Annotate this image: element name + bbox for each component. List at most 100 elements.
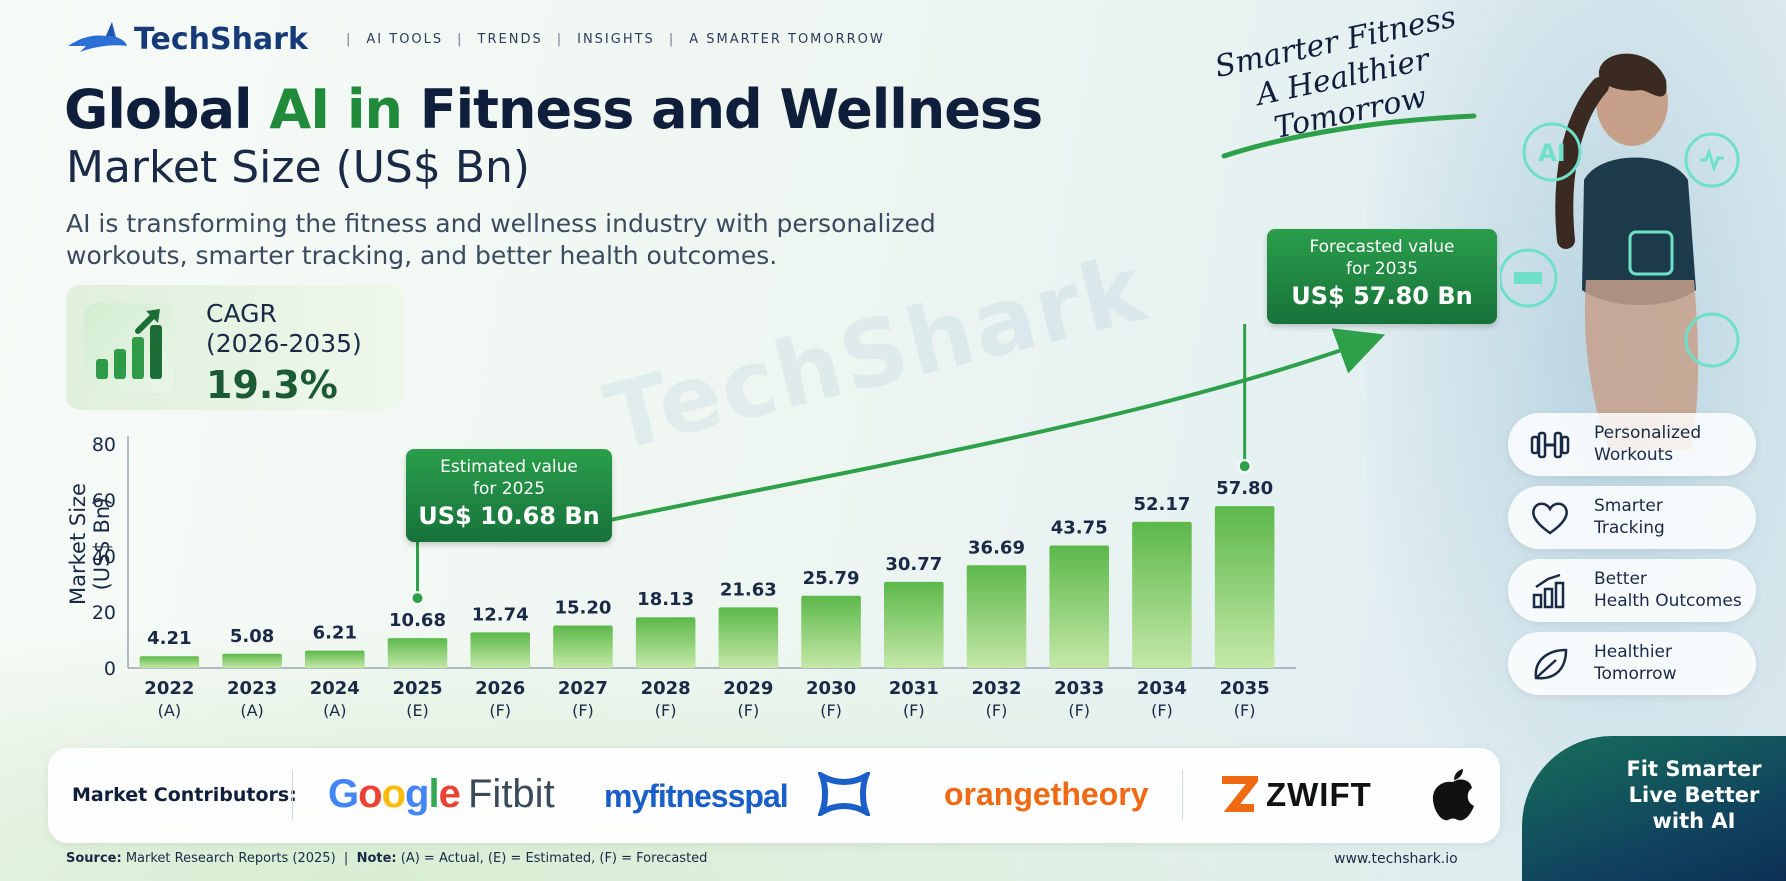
myfitnesspal-logo[interactable]: myfitnesspal [604, 778, 789, 814]
athlete-illustration: AI [1500, 53, 1740, 450]
x-tick-label: 2030 [806, 678, 856, 699]
nav-separator: | [457, 32, 464, 47]
cagr-value: 19.3% [206, 363, 338, 407]
source-label: Source: [66, 851, 122, 866]
fit-smarter-badge: Fit Smarter Live Better with AI [1522, 736, 1786, 881]
x-tick-note: (F) [1151, 701, 1173, 720]
bar-2034 [1132, 521, 1192, 668]
heart-icon [1532, 502, 1568, 535]
trend-arrow [609, 328, 1386, 522]
shark-logo-icon [68, 22, 127, 52]
chart-bars: 4.21 5.08 6.21 10.68 12.74 15.20 18.13 21.63 25.… [139, 324, 1275, 668]
x-tick-label: 2026 [475, 678, 525, 699]
cagr-label: CAGR [206, 299, 277, 328]
benefit-line2: Tomorrow [1594, 664, 1677, 684]
benefit-smarter-tracking: Smarter Tracking [1508, 486, 1756, 549]
x-tick-note: (F) [1068, 701, 1090, 720]
x-tick-label: 2029 [723, 678, 773, 699]
benefit-better-health-outcomes: Better Health Outcomes [1508, 559, 1756, 622]
benefit-healthier-tomorrow: Healthier Tomorrow [1508, 632, 1756, 695]
bar-2031 [884, 581, 944, 668]
nav-link-trends[interactable]: TRENDS [477, 32, 543, 47]
nav-separator: | [346, 32, 353, 47]
data-label: 25.79 [803, 568, 860, 589]
bar-2023 [222, 653, 282, 668]
bar-2035 [1214, 506, 1275, 668]
data-label: 18.13 [637, 589, 694, 610]
source-separator: | [339, 851, 357, 866]
x-tick-label: 2033 [1054, 678, 1104, 699]
bar-2029 [718, 607, 779, 668]
website-url[interactable]: www.techshark.io [1334, 851, 1458, 867]
title-accent: AI in [269, 78, 403, 141]
bar-2033 [1049, 545, 1109, 668]
x-tick-note: (A) [158, 701, 181, 720]
data-label: 21.63 [720, 579, 777, 600]
callout-value: US$ 57.80 Bn [1291, 282, 1473, 310]
badge-line3: with AI [1652, 809, 1736, 833]
nav-link-ai-tools[interactable]: AI TOOLS [366, 32, 444, 47]
contributors-label: Market Contributors: [72, 784, 297, 806]
zwift-logo[interactable]: ZWIFT [1266, 776, 1372, 813]
market-contributors-bar: Market Contributors: Google Fitbit myfit… [48, 748, 1500, 843]
bar-2022 [139, 656, 200, 668]
benefit-line1: Personalized [1594, 423, 1702, 443]
y-axis-title: Market Size (US$ Bn) [66, 483, 114, 605]
dumbbell-icon [1530, 431, 1570, 459]
data-label: 6.21 [313, 623, 357, 644]
benefit-line2: Health Outcomes [1594, 591, 1742, 611]
x-tick-note: (F) [655, 701, 677, 720]
growth-chart-icon [84, 303, 174, 393]
source-note: Source: Market Research Reports (2025) |… [66, 851, 707, 866]
x-tick-note: (F) [903, 701, 925, 720]
benefit-line2: Tracking [1594, 518, 1665, 538]
apple-logo[interactable] [1430, 768, 1476, 822]
nav-separator: | [556, 32, 564, 47]
callout-value: US$ 10.68 Bn [418, 502, 600, 530]
top-nav: | AI TOOLS | TRENDS | INSIGHTS | A SMART… [332, 32, 885, 47]
callout-dot [1237, 459, 1252, 474]
svg-text:AI: AI [1538, 139, 1566, 167]
forecasted-value-callout: Forecasted value for 2035 US$ 57.80 Bn [1267, 229, 1497, 324]
under-armour-logo[interactable] [818, 772, 870, 816]
data-label: 12.74 [472, 604, 529, 625]
source-text: Market Research Reports (2025) [125, 851, 336, 866]
growth-chart-icon [1532, 573, 1565, 609]
google-logo[interactable]: Google [328, 772, 461, 816]
tagline-swoosh [1221, 113, 1477, 159]
y-tick-label: 60 [92, 490, 116, 512]
leaf-icon [1534, 648, 1568, 680]
nav-link-insights[interactable]: INSIGHTS [577, 32, 655, 47]
callout-line1: Estimated value [440, 457, 578, 477]
x-tick-label: 2031 [889, 678, 939, 699]
x-tick-label: 2034 [1137, 678, 1187, 699]
page-subtitle-line: Market Size (US$ Bn) [66, 142, 531, 193]
bar-2026 [470, 632, 530, 668]
cagr-period: (2026-2035) [206, 329, 362, 358]
nav-link-smarter-tomorrow[interactable]: A SMARTER TOMORROW [689, 32, 885, 47]
bar-2032 [966, 565, 1027, 668]
note-text: (A) = Actual, (E) = Estimated, (F) = For… [400, 851, 708, 866]
data-label: 36.69 [968, 537, 1025, 558]
title-part1: Global [64, 78, 270, 141]
y-tick-label: 80 [92, 434, 116, 456]
y-tick-label: 20 [92, 602, 116, 624]
x-tick-note: (F) [572, 701, 594, 720]
x-tick-label: 2035 [1220, 678, 1270, 699]
chart-axes: 0 20 40 60 80 2022 (A) 2023 (A) 2024 (A) 2025 (E) 202… [92, 434, 1296, 720]
benefit-line2: Workouts [1594, 445, 1674, 465]
cagr-card: CAGR (2026-2035) 19.3% [66, 285, 404, 410]
orangetheory-logo[interactable]: orangetheory [944, 776, 1149, 812]
callout-line2: for 2025 [472, 479, 546, 499]
benefit-line1: Healthier [1594, 642, 1672, 662]
zwift-mark-icon[interactable] [1218, 774, 1258, 814]
brand[interactable]: TechShark [66, 20, 308, 58]
benefit-line1: Smarter [1594, 496, 1663, 516]
data-label: 57.80 [1216, 478, 1273, 499]
fitbit-logo[interactable]: Fitbit [468, 772, 555, 816]
data-label: 5.08 [230, 626, 274, 647]
bar-2024 [305, 650, 365, 668]
x-tick-note: (F) [820, 701, 842, 720]
benefit-line1: Better [1594, 569, 1647, 589]
data-label: 15.20 [554, 597, 611, 618]
